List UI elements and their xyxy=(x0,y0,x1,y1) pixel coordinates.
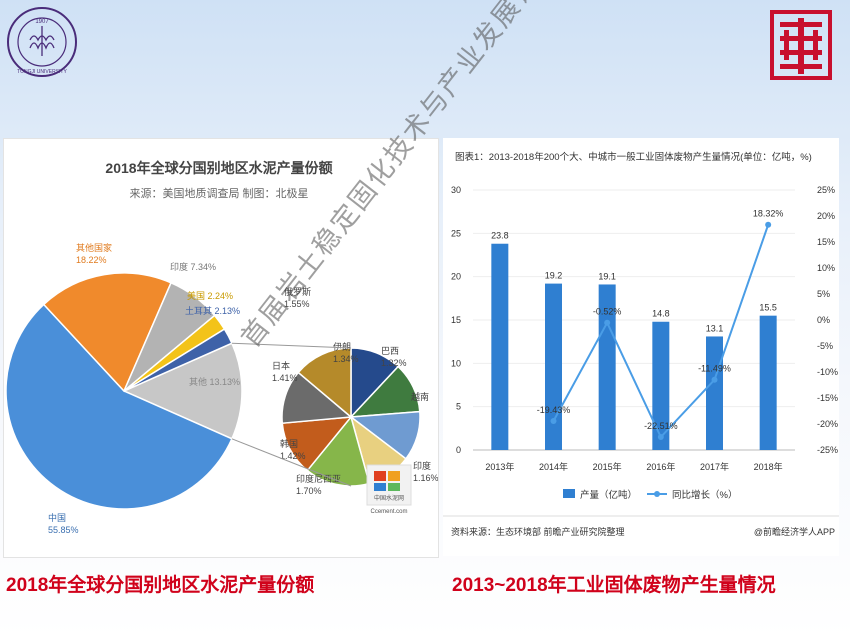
bar-value-label: 14.8 xyxy=(652,309,670,319)
sub-pie-label-5: 韩国 xyxy=(280,438,298,449)
growth-point xyxy=(604,319,611,326)
y-right-tick: 0% xyxy=(817,315,830,325)
y-left-tick: 15 xyxy=(451,315,461,325)
sub-pie-value-7: 1.55% xyxy=(284,299,310,309)
pie-connector-top xyxy=(231,342,352,349)
cement-site-badge: 中国水泥网 Ccement.com xyxy=(366,464,412,515)
sub-pie-label-2: 越南 xyxy=(411,391,429,402)
sub-pie-label-3: 印度 xyxy=(413,460,431,471)
growth-label: -19.43% xyxy=(537,405,571,415)
growth-point xyxy=(711,376,718,383)
main-pie-slice-4 xyxy=(123,328,233,392)
sub-pie-value-5: 1.42% xyxy=(280,451,306,461)
badge-label: 中国水泥网 xyxy=(374,494,404,502)
main-pie-slice-1 xyxy=(42,272,173,393)
pie-connector-bottom xyxy=(231,438,352,487)
bar-3 xyxy=(652,321,670,450)
y-left-tick: 5 xyxy=(456,402,461,412)
university-seal-logo: 1907 TONGJI UNIVERSITY xyxy=(6,6,78,78)
seal-year: 1907 xyxy=(35,19,49,25)
growth-point xyxy=(765,221,772,228)
bar-value-label: 19.2 xyxy=(545,271,563,281)
legend-bar-label: 产量（亿吨） xyxy=(580,489,637,501)
main-pie-label-1: 其他国家 xyxy=(76,242,112,253)
growth-label: -0.52% xyxy=(593,307,622,317)
growth-point xyxy=(550,418,557,425)
main-pie-label-0: 中国 xyxy=(48,512,66,523)
x-category-label: 2016年 xyxy=(646,461,675,472)
legend-bar-swatch xyxy=(563,489,575,498)
badge-url: Ccement.com xyxy=(370,509,407,515)
sub-pie-value-6: 1.41% xyxy=(272,373,298,383)
y-right-tick: -20% xyxy=(817,419,838,429)
sub-pie-label-4: 印度尼西亚 xyxy=(296,473,341,484)
sub-pie-label-7: 俄罗斯 xyxy=(284,286,311,297)
bar-1 xyxy=(545,283,562,450)
sub-pie-value-4: 1.70% xyxy=(296,486,322,496)
main-pie-label-3: 美国 2.24% xyxy=(187,290,233,301)
main-pie-label-2: 印度 7.34% xyxy=(170,261,216,272)
main-pie-slice-0 xyxy=(5,303,233,510)
main-pie xyxy=(5,272,243,510)
y-right-tick: -15% xyxy=(817,393,838,403)
bar-5 xyxy=(759,315,777,450)
x-category-label: 2018年 xyxy=(754,461,783,472)
bar-4 xyxy=(706,336,723,450)
bar-2 xyxy=(598,284,616,450)
sub-pie-value-0: 1.34% xyxy=(333,354,359,364)
growth-label: -22.51% xyxy=(644,421,678,431)
main-pie-label-4: 土耳其 2.13% xyxy=(185,305,240,316)
chart-legend: 产量（亿吨） 同比增长（%） xyxy=(563,489,737,501)
bar-chart-title: 图表1：2013-2018年200个大、中城市一般工业固体废物产生量情况(单位：… xyxy=(455,151,812,163)
bar-value-label: 13.1 xyxy=(706,323,724,333)
red-seal-logo xyxy=(770,10,832,80)
bar-series: 23.8 19.2 19.1 14.8 13.1 15.5 xyxy=(491,231,777,450)
x-category-label: 2013年 xyxy=(485,461,514,472)
left-chart-caption: 2018年全球分国别地区水泥产量份额 xyxy=(6,575,315,596)
y-right-tick: 20% xyxy=(817,211,835,221)
main-pie-slice-5 xyxy=(122,342,243,440)
main-pie-label-5: 其他 13.13% xyxy=(189,376,240,387)
sub-pie-value-1: 1.32% xyxy=(381,358,407,368)
growth-point xyxy=(657,434,664,441)
bar-value-label: 23.8 xyxy=(491,231,509,241)
y-left-tick: 10 xyxy=(451,358,461,368)
cement-share-chart-panel: 2018年全球分国别地区水泥产量份额 来源：美国地质调查局 制图：北极星 其他 … xyxy=(3,138,439,558)
y-left-tick: 0 xyxy=(456,445,461,455)
x-category-label: 2015年 xyxy=(593,461,622,472)
main-pie-value-1: 18.22% xyxy=(76,255,107,265)
line-series: -19.43% -0.52% -22.51% -11.49% 18.32% xyxy=(537,209,784,441)
y-right-tick: 5% xyxy=(817,289,830,299)
sub-pie xyxy=(281,347,421,487)
main-pie-value-0: 55.85% xyxy=(48,525,79,535)
y-left-tick: 25 xyxy=(451,228,461,238)
y-right-tick: -25% xyxy=(817,445,838,455)
sub-pie-value-3: 1.16% xyxy=(413,473,438,483)
bar-value-label: 19.1 xyxy=(598,271,616,281)
y-right-tick: -5% xyxy=(817,341,833,351)
y-right-tick: 10% xyxy=(817,263,835,273)
x-category-label: 2017年 xyxy=(700,461,729,472)
chart-brand: @前瞻经济学人APP xyxy=(754,526,835,537)
pie-chart-subtitle: 来源：美国地质调查局 制图：北极星 xyxy=(129,186,308,200)
y-right-tick: -10% xyxy=(817,367,838,377)
y-right-tick: 25% xyxy=(817,185,835,195)
growth-label: 18.32% xyxy=(753,209,784,219)
bar-0 xyxy=(491,243,509,450)
sub-pie-label-1: 巴西 xyxy=(381,346,399,356)
bar-value-label: 15.5 xyxy=(759,303,777,313)
right-chart-caption: 2013~2018年工业固体废物产生量情况 xyxy=(452,575,776,596)
chart-source: 资料来源：生态环境部 前瞻产业研究院整理 xyxy=(451,526,625,537)
y-left-tick: 30 xyxy=(451,185,461,195)
sub-pie-label-6: 日本 xyxy=(272,360,290,371)
solid-waste-chart-panel: 图表1：2013-2018年200个大、中城市一般工业固体废物产生量情况(单位：… xyxy=(443,138,839,556)
y-right-tick: 15% xyxy=(817,237,835,247)
legend-line-label: 同比增长（%） xyxy=(672,489,737,501)
y-left-tick: 20 xyxy=(451,272,461,282)
x-category-label: 2014年 xyxy=(539,461,568,472)
pie-chart-title: 2018年全球分国别地区水泥产量份额 xyxy=(105,160,332,176)
growth-label: -11.49% xyxy=(698,364,731,374)
seal-text: TONGJI UNIVERSITY xyxy=(17,69,67,75)
sub-pie-label-0: 伊朗 xyxy=(333,341,351,352)
